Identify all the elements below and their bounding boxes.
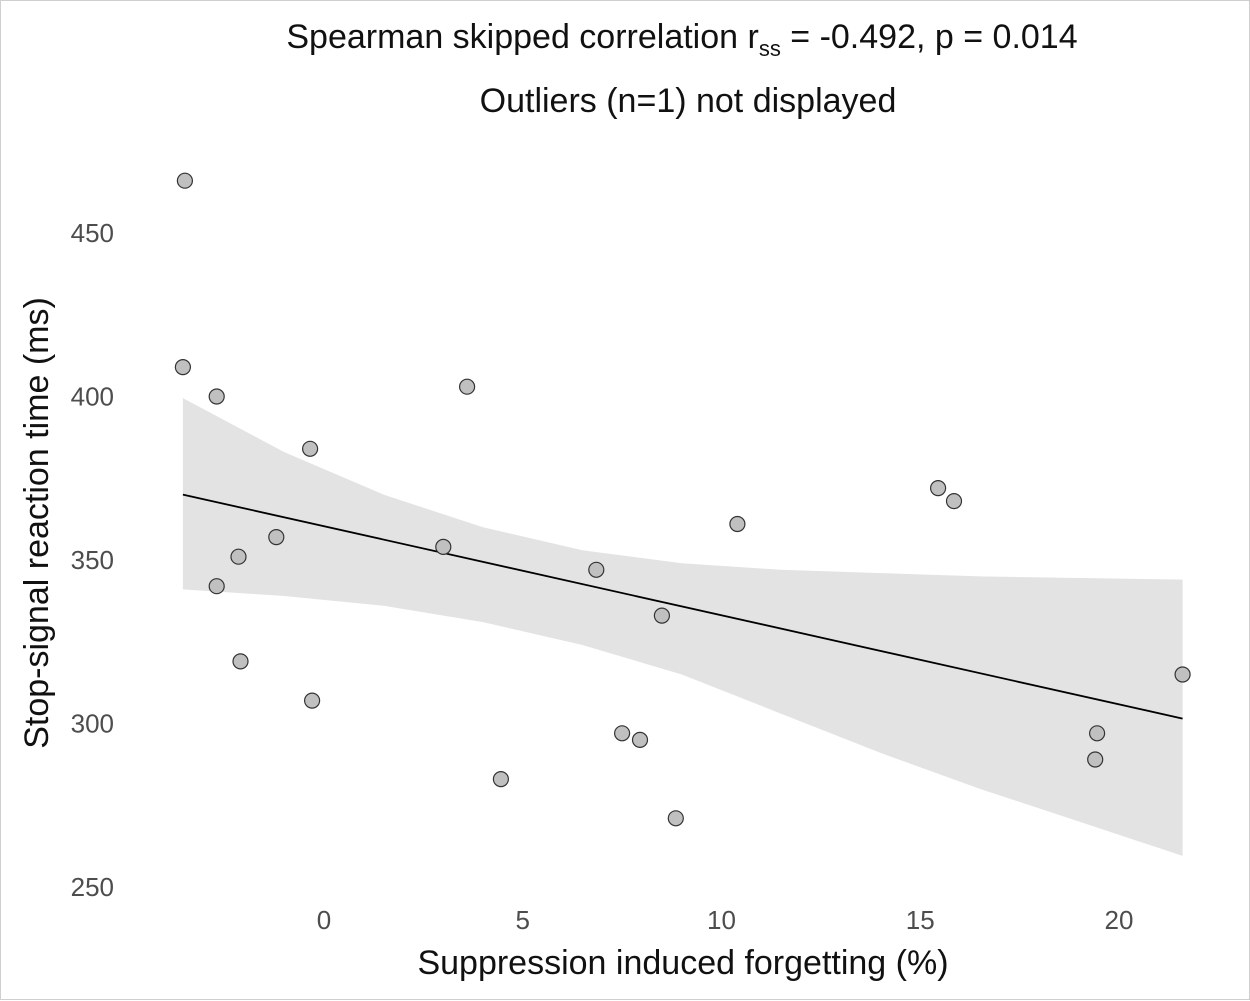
x-axis-ticks: 0 5 10 15 20 xyxy=(317,905,1134,935)
data-point-18 xyxy=(631,731,649,749)
y-tick-label-250: 250 xyxy=(71,872,114,902)
confidence-band xyxy=(182,398,1183,856)
chart-subtitle: Outliers (n=1) not displayed xyxy=(480,82,897,120)
x-tick-label-15: 15 xyxy=(906,905,935,935)
y-tick-label-450: 450 xyxy=(71,218,114,248)
data-point-2 xyxy=(174,359,191,376)
data-point-8 xyxy=(435,538,452,556)
x-tick-label-0: 0 xyxy=(317,905,331,935)
data-point-4 xyxy=(459,378,476,395)
regression-line xyxy=(182,493,1183,720)
data-point-7 xyxy=(230,548,247,565)
data-point-22 xyxy=(1087,751,1104,768)
data-point-9 xyxy=(208,578,225,595)
data-point-23 xyxy=(1174,666,1191,683)
y-tick-label-400: 400 xyxy=(71,382,114,412)
data-point-6 xyxy=(268,528,285,546)
data-point-15 xyxy=(232,653,249,670)
confidence-band-layer xyxy=(182,398,1183,856)
data-point-20 xyxy=(667,810,684,827)
x-tick-label-5: 5 xyxy=(516,905,530,935)
data-point-12 xyxy=(729,515,746,533)
data-point-3 xyxy=(208,388,225,405)
data-point-11 xyxy=(653,607,671,624)
chart-title-main: Spearman skipped correlation r xyxy=(286,18,758,56)
y-axis-ticks: 250 300 350 400 450 xyxy=(71,218,114,902)
data-point-5 xyxy=(302,440,319,457)
data-points-layer xyxy=(174,172,1191,827)
chart-title-subscript: ss xyxy=(759,36,781,61)
data-point-21 xyxy=(1088,725,1106,742)
x-axis-label: Suppression induced forgetting (%) xyxy=(417,944,948,982)
data-point-16 xyxy=(304,692,321,709)
data-point-17 xyxy=(613,725,631,742)
data-point-13 xyxy=(929,480,947,497)
data-point-14 xyxy=(945,493,963,510)
y-axis-label: Stop-signal reaction time (ms) xyxy=(18,297,56,749)
x-tick-label-20: 20 xyxy=(1105,905,1134,935)
fit-line-layer xyxy=(182,493,1183,720)
data-point-10 xyxy=(588,561,605,578)
y-tick-label-300: 300 xyxy=(71,709,114,739)
data-point-1 xyxy=(176,172,193,189)
data-point-19 xyxy=(492,770,509,788)
chart-title-rest: = -0.492, p = 0.014 xyxy=(781,18,1078,56)
y-tick-label-350: 350 xyxy=(71,545,114,575)
x-tick-label-10: 10 xyxy=(707,905,736,935)
chart-title: Spearman skipped correlation rss = -0.49… xyxy=(286,18,1077,61)
